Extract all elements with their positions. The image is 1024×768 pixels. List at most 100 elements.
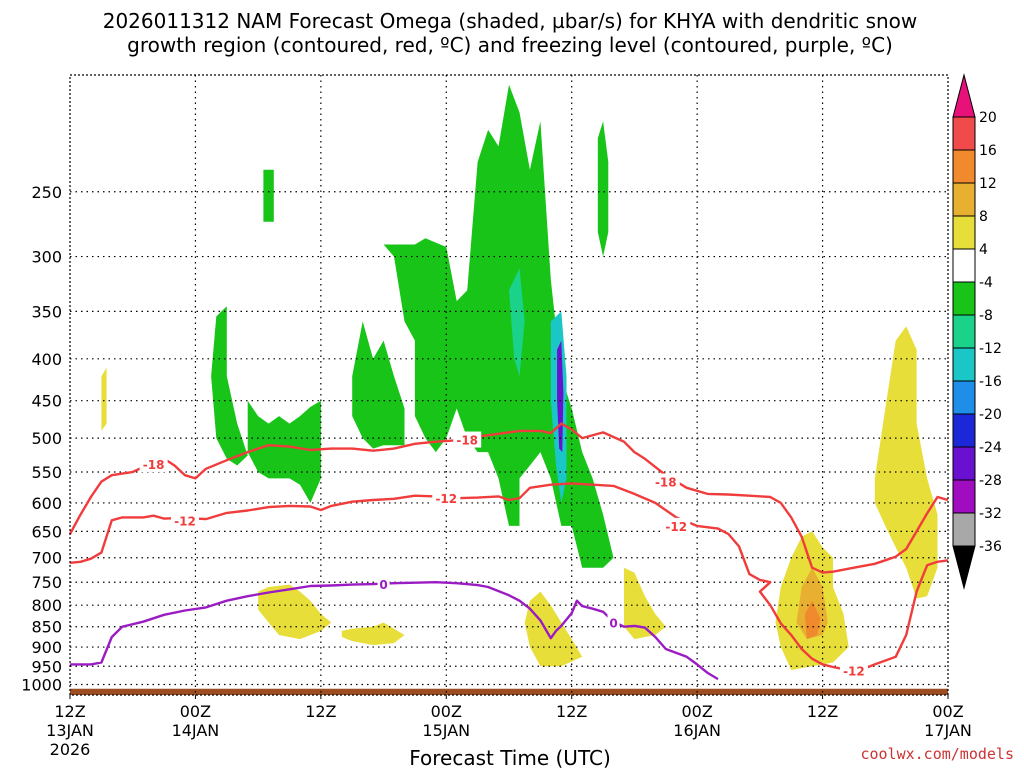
contour-label-5: -12 [662, 517, 691, 534]
colorbar-segment-8 [952, 347, 976, 382]
contour-label-text: -12 [665, 520, 687, 534]
x-tick-label: 00Z [180, 702, 211, 721]
contour-label-bg [170, 512, 199, 529]
contour-label-1: -18 [453, 431, 482, 448]
omega-region-upward-motion-mid [352, 321, 405, 449]
omega-region-subsidence-low-east2 [624, 567, 666, 640]
colorbar-label: -8 [979, 308, 993, 324]
y-tick-label: 500 [31, 429, 62, 448]
y-tick-label: 300 [31, 248, 62, 267]
colorbar-label: -36 [979, 539, 1002, 555]
x-tick-label: 15JAN [422, 721, 470, 740]
contour-label-4: -12 [432, 490, 461, 507]
contour-label-3: -12 [170, 512, 199, 529]
omega-region-subsidence-low-west [258, 584, 332, 640]
colorbar-arrow-bottom [952, 545, 976, 590]
y-tick-label: 600 [31, 494, 62, 513]
contour-label-bg [139, 456, 168, 473]
plot-frame [69, 74, 949, 696]
contour-label-bg [607, 614, 620, 631]
colorbar-segment-13 [952, 512, 976, 547]
contour-label-text: -12 [843, 665, 865, 679]
contour-label-7: 0 [377, 576, 390, 593]
contour-label-text: -18 [456, 434, 478, 448]
colorbar-label: 8 [979, 209, 988, 225]
omega-region-subsidence-low-mid [341, 622, 405, 646]
contour-label-bg [453, 431, 482, 448]
colorbar-segment-9 [952, 380, 976, 415]
y-tick-label: 650 [31, 522, 62, 541]
omega-region-subsidence-column-far-west [101, 367, 107, 431]
colorbar-label: 4 [979, 242, 988, 258]
omega-region-subsidence-peak-east [804, 600, 821, 640]
y-tick-label: 800 [31, 596, 62, 615]
y-tick-label: 950 [31, 657, 62, 676]
y-tick-label: 1000 [21, 675, 62, 694]
contour-isotherm-12-1 [69, 482, 949, 672]
credit-link[interactable]: coolwx.com/models [860, 745, 1014, 763]
colorbar-segment-12 [952, 479, 976, 514]
colorbar-label: 16 [979, 143, 997, 159]
colorbar-segment-4 [952, 215, 976, 250]
colorbar-segment-6 [952, 281, 976, 316]
colorbar-segment-10 [952, 413, 976, 448]
colorbar-segment-3 [952, 182, 976, 217]
colorbar-label: -24 [979, 440, 1002, 456]
contour-label-8: 0 [607, 614, 620, 631]
x-tick-label: 14JAN [172, 721, 220, 740]
omega-region-upward-motion-west [211, 306, 248, 466]
chart-title-line1: 2026011312 NAM Forecast Omega (shaded, µ… [103, 9, 918, 33]
contour-label-bg [839, 662, 868, 679]
contour-label-text: -12 [174, 514, 196, 528]
y-tick-label: 750 [31, 573, 62, 592]
y-tick-label: 400 [31, 350, 62, 369]
ground-terrain [70, 688, 948, 695]
x-tick-label: 00Z [431, 702, 462, 721]
contour-label-text: 0 [379, 578, 387, 592]
colorbar-label: -28 [979, 473, 1002, 489]
omega-region-upward-motion-high2 [597, 121, 609, 257]
plot-area: -18 -18 -18 -12 -12 -12 -12 0 0 [68, 75, 949, 695]
colorbar-label: -4 [979, 275, 993, 291]
contour-label-bg [377, 576, 390, 593]
x-tick-label: 13JAN [46, 721, 94, 740]
omega-region-upward-motion-west2 [247, 400, 321, 503]
x-tick-label: 12Z [305, 702, 336, 721]
contour-label-text: -18 [143, 458, 165, 472]
colorbar-segment-1 [952, 116, 976, 151]
contour-label-text: 0 [609, 617, 617, 631]
colorbar-arrow-top [952, 73, 976, 118]
contour-label-text: -18 [655, 476, 677, 490]
colorbar-segment-7 [952, 314, 976, 349]
contour-label-bg [432, 490, 461, 507]
y-tick-label: 250 [31, 183, 62, 202]
contour-label-bg [662, 517, 691, 534]
contour-label-0: -18 [139, 456, 168, 473]
colorbar-segment-5 [952, 248, 976, 283]
axes: 2503003504004505005506006507007508008509… [21, 74, 972, 759]
chart-title-line2: growth region (contoured, red, ºC) and f… [127, 33, 893, 57]
colorbar-label: -12 [979, 341, 1002, 357]
contour-label-text: -12 [435, 492, 457, 506]
x-tick-label: 2026 [50, 740, 91, 759]
colorbar: 20 16 12 8 4 -4 -8 -12 -16 -20 -24 -28 -32 -36 [952, 73, 1002, 590]
x-tick-label: 00Z [932, 702, 963, 721]
contour-label-bg [651, 473, 680, 490]
contour-label-2: -18 [651, 473, 680, 490]
omega-region-subsidence-low-east [524, 591, 583, 667]
omega-region-weak-upward-core [509, 268, 525, 377]
y-tick-label: 900 [31, 638, 62, 657]
contour-label-6: -12 [839, 662, 868, 679]
colorbar-label: -16 [979, 374, 1002, 390]
omega-region-subsidence-column-east [874, 326, 938, 599]
colorbar-label: 20 [979, 110, 997, 126]
x-axis-label: Forecast Time (UTC) [409, 746, 611, 768]
y-tick-label: 350 [31, 302, 62, 321]
y-tick-label: 550 [31, 463, 62, 482]
x-tick-label: 17JAN [924, 721, 972, 740]
y-tick-label: 700 [31, 549, 62, 568]
x-tick-label: 00Z [681, 702, 712, 721]
contour-isotherm-18-0 [68, 422, 949, 574]
x-tick-label: 12Z [556, 702, 587, 721]
